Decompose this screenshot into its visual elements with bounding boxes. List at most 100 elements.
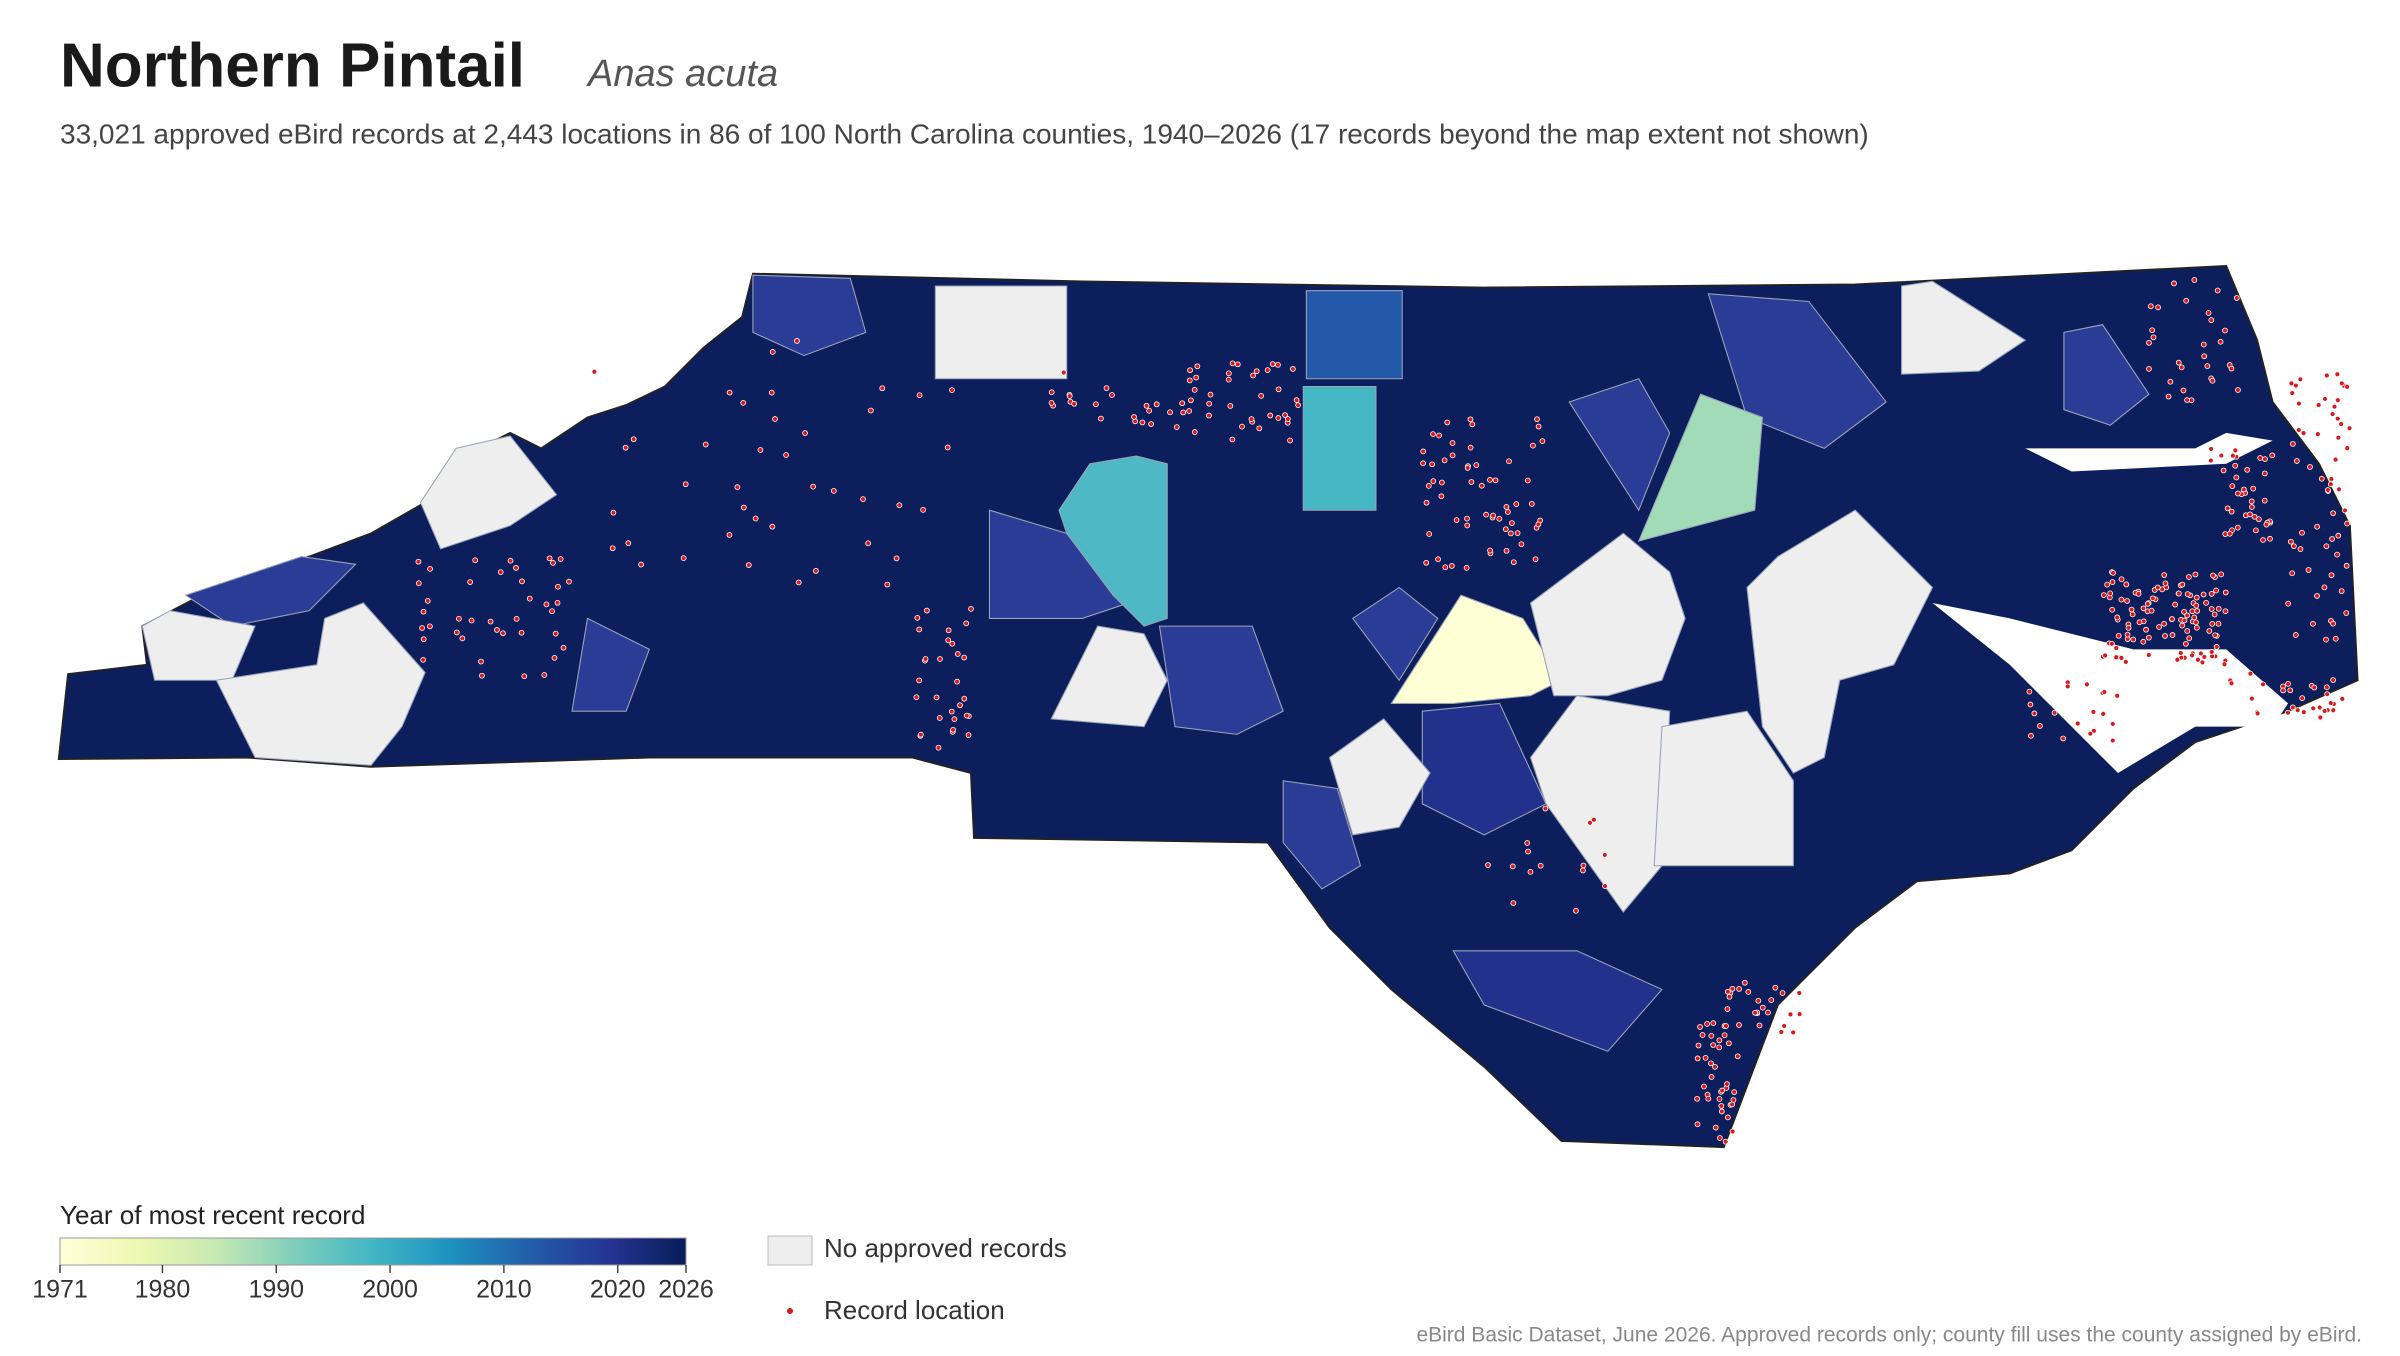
record-dot [2118, 596, 2125, 603]
record-dot [1441, 457, 1448, 464]
record-dot [2107, 590, 2113, 597]
record-dot [1725, 988, 1731, 995]
record-dot [2334, 415, 2341, 422]
record-dot [2235, 490, 2241, 497]
record-dot [1426, 531, 1433, 537]
record-dot [1716, 1096, 1723, 1102]
record-dot [1591, 816, 1597, 823]
record-dot [2329, 411, 2336, 417]
record-dot [1524, 477, 1531, 484]
record-dot [916, 392, 923, 399]
record-dot [2288, 380, 2295, 387]
record-dot [2336, 486, 2342, 493]
record-dot [2250, 485, 2257, 492]
record-dot [860, 496, 866, 502]
record-dot [2230, 452, 2236, 459]
record-dot [1103, 385, 1110, 391]
record-dot [830, 487, 837, 494]
record-dot [1580, 867, 1586, 874]
record-dot [1699, 1032, 1706, 1038]
record-dot [1768, 997, 1775, 1003]
record-dot [2314, 593, 2320, 599]
record-dot [2260, 537, 2266, 543]
record-dot [2146, 366, 2152, 372]
record-dot [2297, 376, 2304, 383]
record-dot [2150, 334, 2157, 341]
record-dot [2222, 589, 2229, 596]
record-dot [935, 744, 942, 751]
record-dot [560, 644, 567, 651]
record-dot [1436, 432, 1442, 439]
record-dot [467, 579, 473, 585]
record-dot [2162, 633, 2168, 639]
record-dot [2310, 705, 2317, 712]
record-dot [795, 579, 802, 586]
record-dot [1143, 402, 1150, 409]
record-dot [2184, 628, 2191, 634]
record-dot [2101, 689, 2108, 695]
record-dot [2183, 640, 2189, 647]
record-dot [1694, 1095, 1700, 1102]
record-dot [1264, 367, 1271, 373]
tick-label: 1971 [32, 1276, 88, 1304]
record-dot [726, 532, 733, 538]
record-dot [1772, 984, 1779, 991]
record-dot [1487, 547, 1493, 554]
record-dot [2178, 364, 2185, 371]
record-dot [2208, 317, 2215, 324]
record-dot [2212, 632, 2218, 639]
record-dot [2179, 622, 2186, 629]
record-dot [963, 712, 970, 719]
record-dot [2263, 521, 2270, 528]
record-dot [2343, 610, 2350, 616]
record-dot [2292, 632, 2299, 638]
record-dot [1239, 423, 1245, 430]
record-dot [1724, 1006, 1731, 1012]
record-dot [1708, 1060, 1714, 1067]
record-dot [1510, 559, 1517, 566]
record-dot [2344, 445, 2351, 451]
record-dot [2204, 363, 2211, 369]
record-dot [2146, 339, 2152, 346]
record-dot [757, 447, 764, 453]
record-dot [1066, 393, 1073, 399]
record-dot [2205, 310, 2212, 316]
record-dot [2165, 393, 2172, 400]
record-dot [1420, 460, 1426, 467]
title: Northern Pintail [60, 31, 525, 100]
record-dot [1765, 1009, 1771, 1016]
record-dot [2145, 652, 2152, 658]
record-dot [944, 444, 951, 451]
record-dot [1478, 482, 1485, 489]
record-dot [2244, 466, 2251, 473]
record-dot [2109, 737, 2116, 744]
record-dot [1492, 477, 1499, 484]
record-dot [702, 441, 709, 448]
record-dot [2037, 723, 2043, 729]
no-records-swatch [767, 1235, 813, 1266]
record-dot [2293, 458, 2300, 464]
record-dot [415, 558, 422, 565]
record-dot [2229, 483, 2236, 489]
record-dot [2174, 656, 2181, 663]
record-dot [1225, 370, 1232, 377]
record-dot [2113, 645, 2120, 651]
record-dot [2228, 680, 2235, 687]
record-dot [949, 387, 955, 394]
record-dot [1602, 883, 1608, 889]
record-dot [752, 515, 759, 522]
record-dot [2136, 619, 2143, 626]
record-dot [1729, 1128, 1736, 1135]
record-dot [1275, 386, 1282, 393]
record-dot [549, 608, 555, 615]
record-dot [424, 598, 431, 604]
record-dot [2135, 591, 2142, 597]
record-dot [772, 416, 778, 422]
record-dot [2175, 359, 2182, 366]
record-dot [519, 578, 525, 585]
record-dot [1483, 511, 1489, 518]
record-dot [2280, 687, 2286, 694]
record-dot [1187, 367, 1193, 374]
record-dot [2285, 600, 2292, 607]
